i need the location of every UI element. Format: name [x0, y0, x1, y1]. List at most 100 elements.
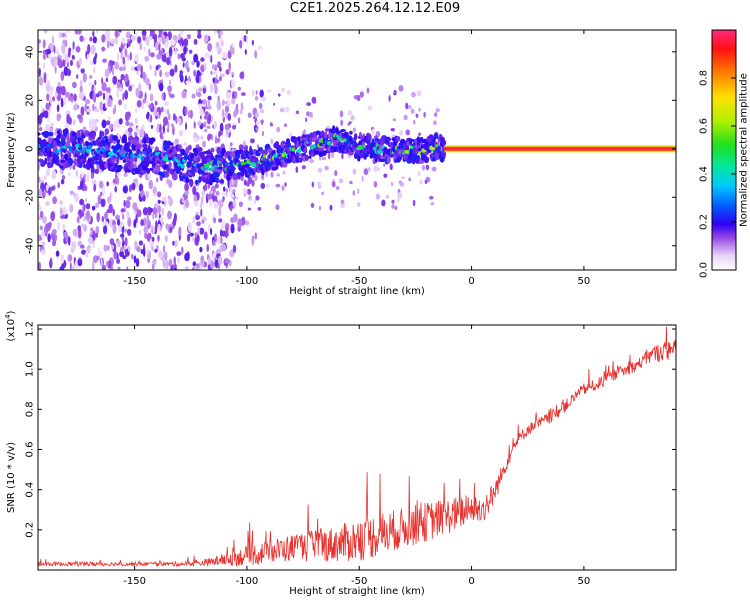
- band-blob: [122, 138, 127, 144]
- noise-blob: [184, 106, 188, 116]
- noise-blob: [84, 92, 87, 97]
- band-blob: [244, 163, 250, 168]
- noise-blob: [113, 122, 117, 132]
- noise-blob: [46, 80, 51, 85]
- noise-blob: [237, 117, 241, 124]
- noise-blob: [71, 54, 75, 60]
- noise-blob: [181, 246, 184, 255]
- noise-blob: [230, 223, 235, 234]
- noise-blob: [64, 91, 70, 98]
- noise-blob: [109, 218, 114, 228]
- noise-blob: [317, 167, 323, 173]
- noise-blob: [118, 87, 123, 93]
- noise-blob: [431, 166, 437, 172]
- noise-blob: [48, 187, 51, 196]
- noise-blob: [105, 120, 111, 126]
- noise-blob: [71, 240, 77, 251]
- noise-blob: [240, 71, 245, 80]
- ridge-blob: [262, 154, 266, 159]
- noise-blob: [215, 79, 220, 84]
- noise-blob: [92, 104, 95, 112]
- ridge-blob: [372, 146, 377, 150]
- noise-blob: [135, 258, 140, 267]
- noise-blob: [45, 201, 50, 206]
- noise-blob: [143, 226, 149, 234]
- noise-blob: [408, 177, 412, 182]
- band-blob: [150, 137, 156, 143]
- noise-blob: [422, 164, 425, 171]
- noise-blob: [385, 195, 390, 199]
- band-blob: [349, 130, 353, 135]
- noise-blob: [288, 132, 293, 138]
- noise-blob: [172, 217, 177, 227]
- noise-blob: [151, 263, 155, 270]
- noise-blob: [367, 167, 371, 172]
- noise-blob: [146, 111, 150, 119]
- noise-blob: [72, 228, 78, 237]
- colorbar-tick-label: 0.8: [699, 70, 710, 86]
- noise-blob: [255, 90, 258, 95]
- noise-blob: [51, 35, 55, 44]
- noise-blob: [123, 199, 126, 207]
- noise-blob: [162, 245, 166, 253]
- noise-blob: [134, 107, 138, 114]
- noise-blob: [174, 138, 179, 145]
- noise-blob: [133, 178, 138, 184]
- noise-blob: [157, 199, 161, 204]
- noise-blob: [109, 124, 113, 130]
- noise-blob: [206, 125, 211, 129]
- noise-blob: [122, 56, 126, 65]
- noise-blob: [218, 218, 223, 223]
- ridge-blob: [180, 164, 185, 169]
- noise-blob: [105, 260, 109, 268]
- noise-blob: [214, 183, 219, 189]
- noise-blob: [177, 39, 183, 44]
- noise-blob: [209, 190, 214, 195]
- noise-blob: [167, 210, 172, 220]
- noise-blob: [167, 195, 171, 200]
- band-blob: [324, 128, 330, 132]
- band-blob: [423, 156, 430, 164]
- noise-blob: [166, 51, 170, 58]
- noise-blob: [235, 103, 239, 110]
- spectrogram-x-tick-label: -50: [351, 276, 367, 287]
- band-blob: [164, 170, 170, 178]
- noise-blob: [189, 109, 193, 119]
- noise-blob: [181, 196, 185, 203]
- noise-blob: [159, 82, 164, 92]
- noise-blob: [95, 126, 98, 132]
- noise-blob: [56, 48, 59, 55]
- noise-blob: [196, 221, 201, 227]
- noise-blob: [96, 212, 100, 223]
- noise-blob: [246, 181, 250, 187]
- noise-blob: [208, 198, 213, 207]
- noise-blob: [340, 199, 345, 204]
- band-blob: [216, 146, 222, 155]
- noise-blob: [203, 121, 207, 128]
- noise-blob: [233, 110, 238, 118]
- noise-blob: [39, 225, 43, 231]
- noise-blob: [284, 123, 288, 127]
- spectrogram-x-tick-label: -150: [123, 276, 146, 287]
- noise-blob: [162, 124, 165, 134]
- noise-blob: [213, 120, 217, 129]
- noise-blob: [204, 128, 208, 133]
- noise-blob: [255, 112, 259, 118]
- noise-blob: [72, 41, 75, 50]
- noise-blob: [169, 93, 175, 99]
- noise-blob: [73, 93, 77, 102]
- band-blob: [102, 135, 109, 140]
- noise-blob: [196, 70, 201, 76]
- noise-blob: [403, 114, 408, 121]
- noise-blob: [330, 151, 335, 159]
- noise-blob: [224, 258, 230, 264]
- noise-blob: [434, 112, 438, 117]
- noise-blob: [156, 53, 162, 60]
- band-blob: [231, 167, 235, 173]
- band-blob: [367, 134, 372, 141]
- noise-blob: [238, 201, 243, 208]
- noise-blob: [203, 231, 208, 240]
- noise-blob: [142, 71, 146, 80]
- noise-blob: [45, 82, 51, 93]
- noise-blob: [168, 79, 172, 85]
